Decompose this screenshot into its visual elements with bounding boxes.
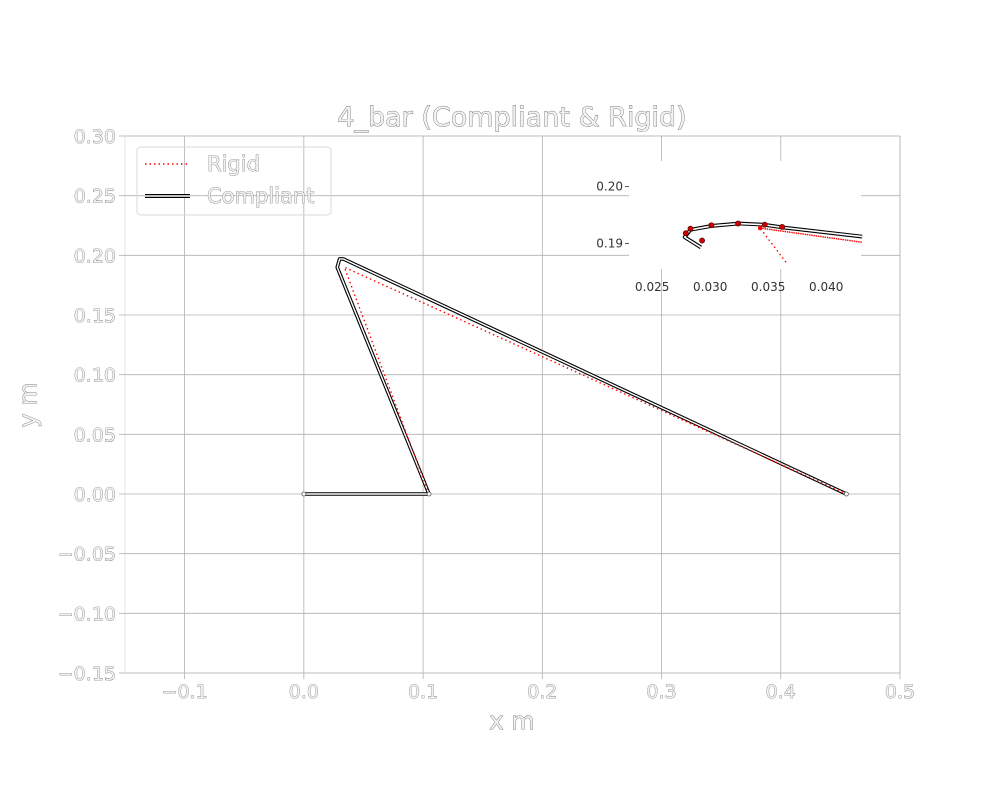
inset-marker [699,237,705,244]
x-tick-label: 0.2 [527,681,557,703]
legend-compliant-label: Compliant [207,184,314,208]
x-tick-label: 0.5 [885,681,915,703]
inset-marker [761,221,768,228]
inset-x-tick-label: 0.035 [751,280,785,294]
y-tick-label: 0.05 [74,424,116,446]
inset-marker [682,230,689,237]
legend-box [136,146,332,216]
x-tick-label: 0.1 [408,681,438,703]
y-tick-label: 0.00 [74,484,116,506]
legend-rigid-label: Rigid [207,152,260,176]
compliant-series-outline [303,257,848,496]
y-tick-label: −0.15 [58,663,116,685]
legend: Rigid Compliant [136,146,332,216]
series-layer [301,257,849,497]
y-tick-label: 0.15 [74,305,116,327]
inset-tick-labels: 0.025 0.030 0.035 0.040 0.19 0.20 [596,180,843,294]
inset-marker [779,224,786,230]
inset-background [629,161,861,269]
inset-x-tick-label: 0.040 [809,280,843,294]
compliant-series-line [303,258,847,495]
y-tick-labels: −0.15 −0.10 −0.05 0.00 0.05 0.10 0.15 0.20 0.25 0… [57,126,116,686]
chart-title: 4_bar (Compliant & Rigid) [337,102,686,133]
y-tick-label: −0.05 [58,544,116,566]
x-tick-label: 0.0 [289,681,319,703]
x-tick-label: −0.1 [162,681,208,703]
y-axis-label: y m [14,382,42,427]
x-axis-label: x m [489,707,534,735]
x-tick-label: 0.3 [646,681,676,703]
inset-x-tick-label: 0.030 [693,280,727,294]
inset-y-tick-label: 0.20 [596,180,623,194]
y-tick-label: 0.20 [74,245,116,267]
x-tick-labels: −0.1 0.0 0.1 0.2 0.3 0.4 0.5 [161,681,915,704]
y-tick-label: −0.10 [58,603,116,625]
inset-marker [687,225,694,232]
inset-marker [735,220,741,227]
y-tick-label: 0.25 [74,186,116,208]
inset-x-tick-label: 0.025 [635,280,669,294]
joint-point [301,491,307,497]
inset-series [682,220,863,264]
joint-point [843,491,849,497]
x-tick-label: 0.4 [766,681,796,703]
inset-marker [708,222,715,229]
inset-y-tick-label: 0.19 [596,236,623,250]
inset-rigid-point [757,225,763,231]
joint-point [426,491,432,497]
y-tick-label: 0.30 [74,126,116,148]
y-tick-label: 0.10 [74,365,116,387]
inset-zoom: 0.025 0.030 0.035 0.040 0.19 0.20 [596,161,863,294]
